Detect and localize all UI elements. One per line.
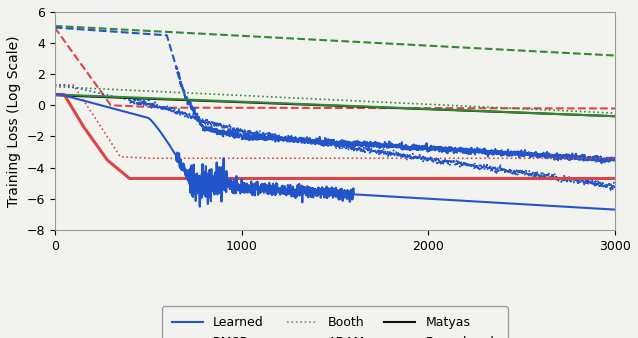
Legend: Learned, RMSProp, Booth, ADAM, Matyas, Rosenbrock: Learned, RMSProp, Booth, ADAM, Matyas, R… (162, 307, 508, 338)
Y-axis label: Training Loss (Log Scale): Training Loss (Log Scale) (7, 35, 21, 207)
